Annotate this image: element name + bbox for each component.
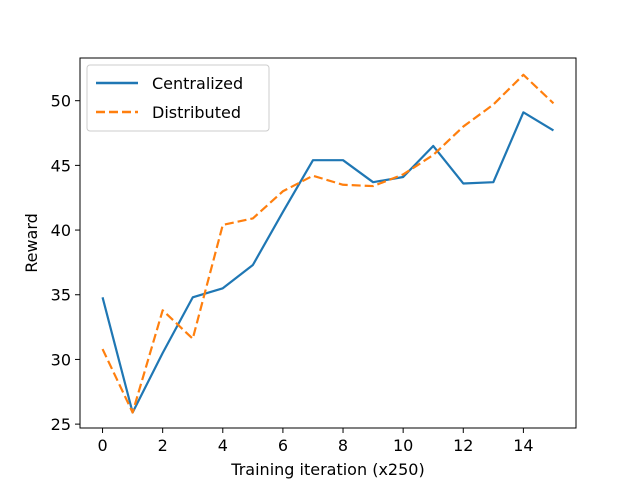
x-tick-label: 2 [158, 436, 168, 455]
y-tick-label: 30 [51, 350, 71, 369]
x-tick-label: 4 [218, 436, 228, 455]
x-tick-label: 0 [97, 436, 107, 455]
y-axis-ticks: 25 30 35 40 45 50 [51, 92, 80, 434]
x-tick-label: 10 [393, 436, 413, 455]
legend-box [86, 64, 270, 132]
y-tick-label: 40 [51, 221, 71, 240]
y-tick-label: 50 [51, 92, 71, 111]
x-tick-label: 14 [513, 436, 533, 455]
series-layer [101, 73, 555, 414]
y-tick-label: 25 [51, 415, 71, 434]
y-tick-label: 45 [51, 156, 71, 175]
legend-label-distributed: Distributed [152, 103, 241, 122]
x-tick-label: 6 [278, 436, 288, 455]
x-tick-label: 8 [338, 436, 348, 455]
legend: Centralized Distributed [86, 64, 270, 132]
plot-frame [79, 57, 577, 429]
x-axis-ticks: 0 2 4 6 8 10 12 14 [97, 428, 534, 455]
y-tick-label: 35 [51, 286, 71, 305]
legend-label-centralized: Centralized [152, 74, 243, 93]
y-axis-label: Reward [22, 213, 41, 273]
x-axis-label: Training iteration (x250) [230, 460, 424, 479]
x-tick-label: 12 [453, 436, 473, 455]
series-line-distributed [101, 73, 555, 414]
